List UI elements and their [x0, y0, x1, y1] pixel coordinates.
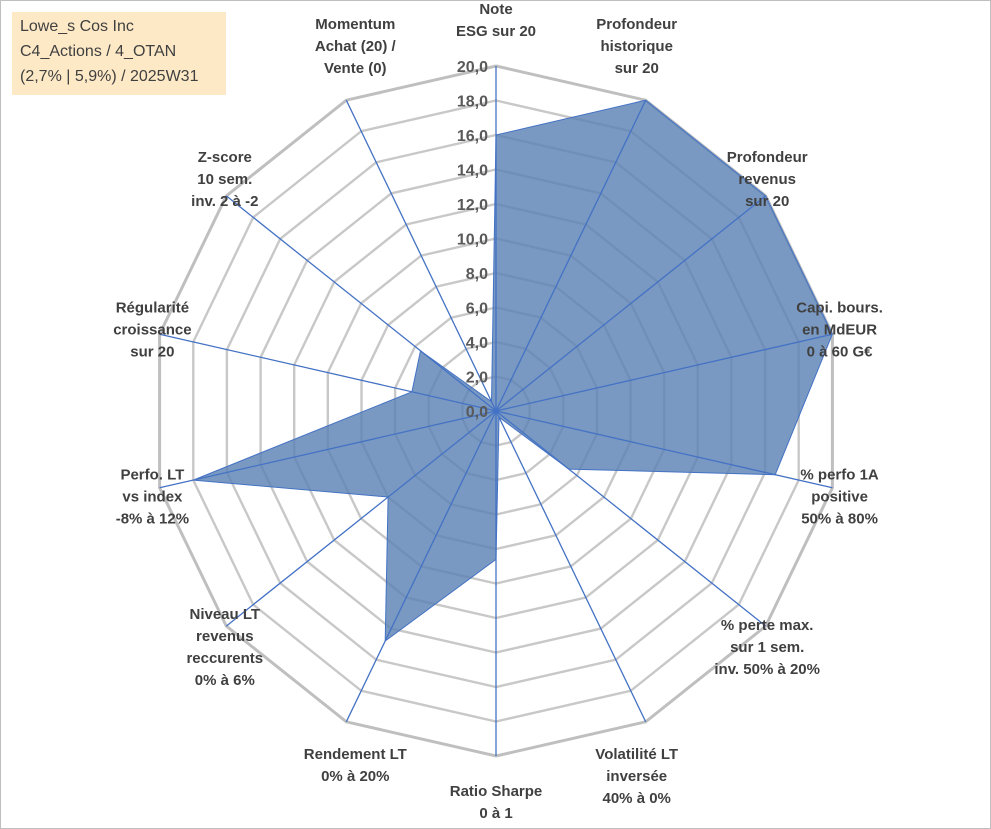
chart-title-period: (2,7% | 5,9%) / 2025W31 — [20, 68, 199, 85]
tick-label: 2,0 — [466, 370, 488, 387]
axis-spoke — [495, 99, 647, 412]
tick-label: 8,0 — [466, 266, 488, 283]
radar-axis-labels: Note ESG sur 20 Profondeur historique sur 20… — [113, 1, 883, 822]
tick-label: 16,0 — [457, 128, 488, 145]
axis-spoke — [159, 410, 497, 489]
axis-label: Z-score 10 sem. inv. 2 à -2 — [191, 149, 258, 210]
radar-tick-labels: 0,0 2,0 4,0 6,0 8,0 10,0 12,0 14,0 16,0 18,0 20,0 — [457, 59, 488, 421]
tick-label: 6,0 — [466, 301, 488, 318]
axis-spoke — [159, 333, 497, 412]
axis-spoke — [495, 333, 833, 412]
radar-series-area — [193, 99, 833, 643]
axis-spoke — [225, 195, 497, 412]
axis-label: Régularité croissance sur 20 — [113, 300, 191, 361]
series-area — [193, 99, 833, 643]
tick-label: 10,0 — [457, 232, 488, 249]
axis-spoke — [495, 195, 767, 412]
axis-label: Rendement LT 0% à 20% — [304, 746, 407, 785]
tick-label: 12,0 — [457, 197, 488, 214]
axis-label: Perfo. LT vs index -8% à 12% — [116, 466, 189, 527]
axis-label: Profondeur revenus sur 20 — [727, 149, 808, 210]
tick-label: 4,0 — [466, 335, 488, 352]
axis-spoke — [225, 410, 497, 627]
axis-spoke — [345, 99, 497, 412]
axis-spoke — [495, 410, 647, 723]
axis-spoke — [495, 410, 767, 627]
tick-label: 14,0 — [457, 163, 488, 180]
axis-label: Profondeur historique sur 20 — [596, 16, 677, 77]
axis-label: Note ESG sur 20 — [456, 1, 536, 40]
tick-label: 18,0 — [457, 94, 488, 111]
chart-title-box: Lowe_s Cos Inc C4_Actions / 4_OTAN (2,7%… — [12, 12, 226, 95]
chart-title-company: Lowe_s Cos Inc — [20, 18, 134, 35]
tick-label: 20,0 — [457, 59, 488, 76]
axis-label: % perte max. sur 1 sem. inv. 50% à 20% — [714, 617, 820, 678]
radar-axes — [159, 66, 833, 756]
axis-label: Volatilité LT inversée 40% à 0% — [595, 746, 678, 807]
axis-spoke — [345, 410, 497, 723]
axis-label: % perfo 1A positive 50% à 80% — [800, 466, 879, 527]
axis-label: Capi. bours. en MdEUR 0 à 60 G€ — [796, 300, 883, 361]
axis-label: Niveau LT revenus reccurents 0% à 6% — [186, 606, 263, 689]
axis-label: Ratio Sharpe 0 à 1 — [450, 783, 543, 822]
tick-label: 0,0 — [466, 404, 488, 421]
axis-label: Momentum Achat (20) / Vente (0) — [315, 16, 397, 77]
chart-title-category: C4_Actions / 4_OTAN — [20, 43, 177, 60]
axis-spoke — [495, 410, 833, 489]
